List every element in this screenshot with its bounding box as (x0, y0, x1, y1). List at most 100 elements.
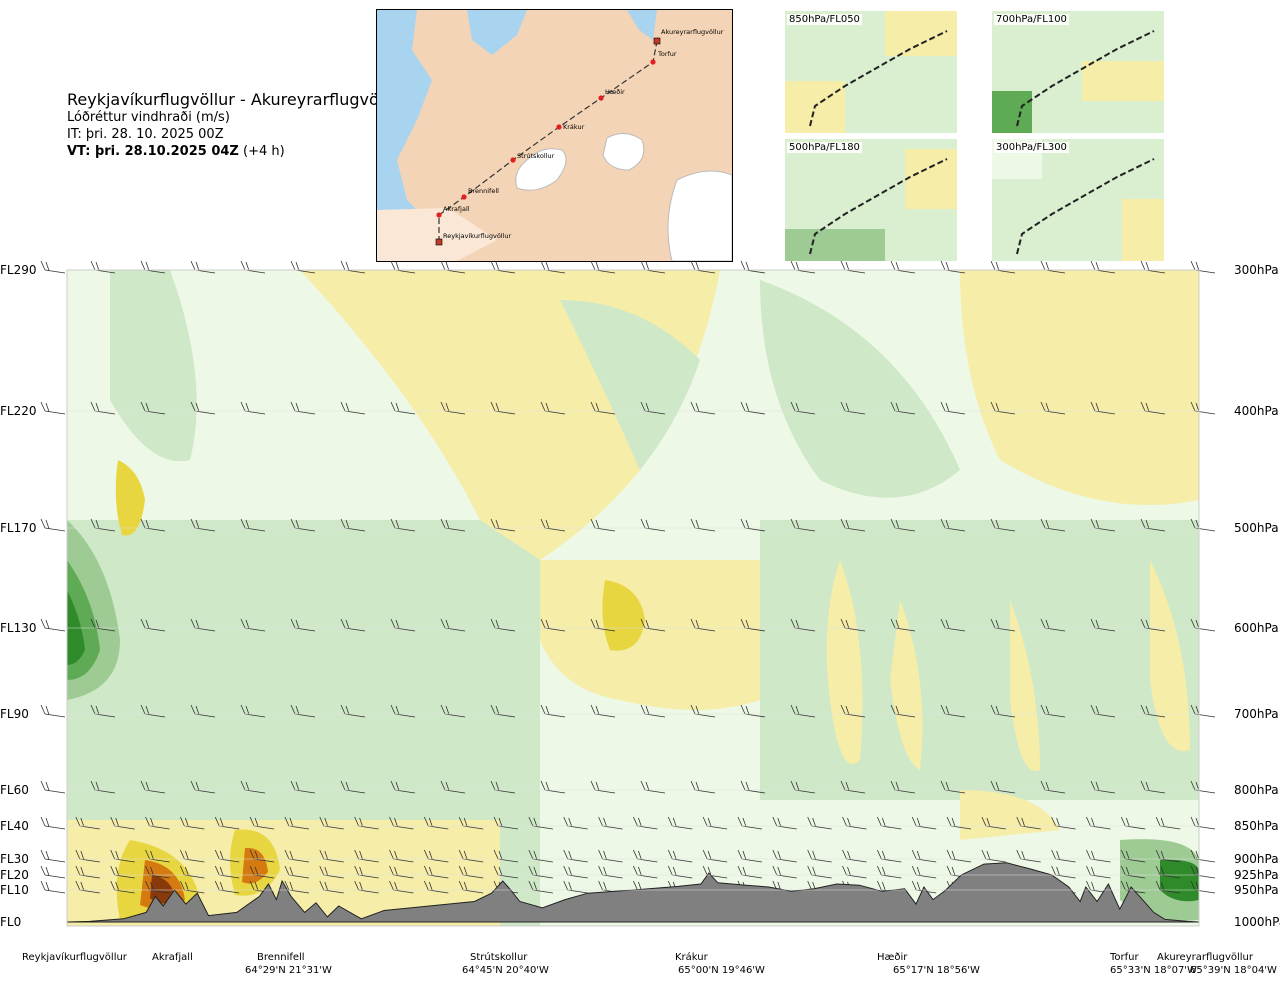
wind-barb (563, 880, 588, 894)
wind-barb (990, 401, 1016, 415)
thumbnail-500[interactable]: 500hPa/FL180 (785, 139, 957, 261)
location-coord: 64°29'N 21°31'W (245, 965, 332, 976)
fl-tick-label: FL60 (0, 783, 29, 797)
wind-barb (490, 401, 516, 415)
wind-barb (667, 865, 693, 879)
wind-barb (180, 849, 205, 863)
thumbnail-850[interactable]: 850hPa/FL050 (785, 11, 957, 133)
wind-barb (490, 618, 516, 632)
map-airport-marker (653, 37, 661, 45)
wind-barb (640, 780, 666, 794)
wind-barb (75, 816, 100, 830)
map-point-label: Brennifell (468, 187, 499, 195)
wind-barb (590, 401, 616, 415)
wind-barb (1040, 518, 1066, 532)
wind-barb (284, 849, 309, 863)
field-contour-down_weak (826, 560, 863, 764)
wind-barb (1040, 618, 1066, 632)
wind-barb (340, 618, 366, 632)
wind-barb (190, 618, 216, 632)
wind-barb (633, 849, 658, 863)
wind-barb (90, 780, 116, 794)
wind-barb (890, 401, 916, 415)
hpa-tick-label: 300hPa (1234, 263, 1279, 277)
wind-barb (240, 704, 266, 718)
wind-barb (990, 618, 1016, 632)
wind-barb (590, 704, 616, 718)
plot-frame (66, 269, 1200, 927)
wind-barb (190, 401, 216, 415)
field-contour-down_1 (602, 580, 645, 651)
wind-barb (389, 880, 414, 894)
wind-barb (633, 816, 658, 830)
wind-barb (354, 816, 379, 830)
wind-barb (528, 849, 553, 863)
wind-barb (690, 401, 716, 415)
route-line (438, 40, 658, 242)
thumbnail-700[interactable]: 700hPa/FL100 (992, 11, 1164, 133)
field-contour-up_weak (110, 270, 197, 462)
wind-barb (423, 816, 449, 830)
wind-barb (911, 816, 937, 830)
wind-barb (240, 518, 266, 532)
hpa-tick-label: 900hPa (1234, 852, 1279, 866)
wind-barb (807, 816, 832, 830)
wind-barb (1040, 401, 1066, 415)
map-point-marker (510, 157, 516, 163)
wind-barb (540, 780, 566, 794)
wind-barb (540, 704, 566, 718)
wind-barb (790, 401, 816, 415)
wind-barb (180, 816, 205, 830)
wind-barb (840, 704, 866, 718)
wind-barb (790, 704, 816, 718)
wind-barb (440, 704, 466, 718)
wind-barb (110, 849, 135, 863)
wind-barb (40, 401, 66, 415)
wind-barb (458, 880, 484, 894)
wind-barb (840, 780, 866, 794)
field-contour-down_weak (890, 600, 923, 770)
location-name: Hæðir (877, 952, 908, 963)
wind-barb (740, 780, 766, 794)
map-point-label: Reykjavíkurflugvöllur (443, 232, 512, 240)
wind-barb (490, 518, 516, 532)
valid-time-offset: (+4 h) (243, 144, 285, 159)
wind-barb (1120, 849, 1146, 863)
wind-barb (842, 816, 867, 830)
glacier-langjokull (515, 148, 567, 191)
wind-barb (190, 780, 216, 794)
fl-tick-label: FL0 (0, 915, 21, 929)
glacier-vatnajokull (667, 170, 732, 261)
wind-barb (145, 816, 170, 830)
wind-barb (40, 618, 66, 632)
wind-barb (690, 780, 716, 794)
wind-barb (214, 849, 240, 863)
wind-barb (840, 401, 866, 415)
wind-barbs (40, 260, 1216, 894)
location-coord: 65°00'N 19°46'W (678, 965, 765, 976)
wind-barb (40, 865, 66, 879)
map-lowland (377, 208, 497, 261)
wind-barb (640, 618, 666, 632)
wind-barb (772, 865, 797, 879)
wind-barb (1051, 865, 1076, 879)
wind-barb (145, 849, 170, 863)
wind-barb (940, 704, 966, 718)
wind-barb (737, 849, 763, 863)
location-coord: 65°17'N 18°56'W (893, 965, 980, 976)
map-point-label: Akureyrarflugvöllur (661, 28, 724, 36)
wind-barb (981, 816, 1006, 830)
wind-barb (940, 780, 966, 794)
wind-barb (940, 401, 966, 415)
wind-barb (840, 518, 866, 532)
wind-barb (876, 865, 902, 879)
wind-barb (354, 849, 379, 863)
wind-barb (214, 865, 240, 879)
terrain-profile (66, 862, 1200, 923)
wind-barb (690, 618, 716, 632)
wind-barb (540, 401, 566, 415)
thumbnail-300[interactable]: 300hPa/FL300 (992, 139, 1164, 261)
wind-barb (840, 618, 866, 632)
wind-barb (990, 780, 1016, 794)
wind-barb (249, 849, 275, 863)
